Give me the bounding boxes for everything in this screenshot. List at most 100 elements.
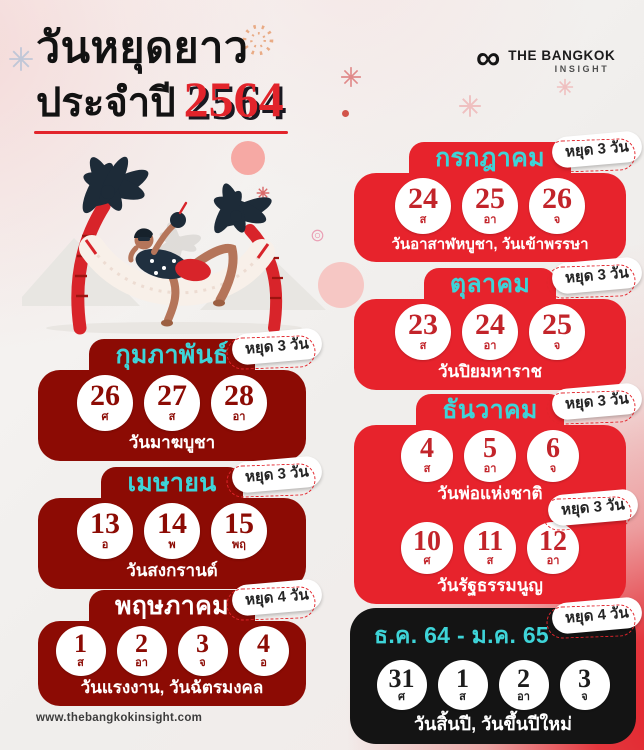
date-circle: 27 ส xyxy=(144,374,200,431)
day-abbr: จ xyxy=(581,691,588,704)
badge-label: หยุด 4 วัน xyxy=(564,604,630,627)
date-number: 1 xyxy=(456,663,469,693)
date-number: 15 xyxy=(224,507,254,541)
badge-label: หยุด 4 วัน xyxy=(244,586,310,609)
day-abbr: ส xyxy=(168,410,176,423)
holiday-caption: วันมาฆบูชา xyxy=(128,432,216,452)
pink-blob-decoration xyxy=(318,262,364,308)
date-number: 25 xyxy=(475,182,505,216)
date-number: 31 xyxy=(388,663,415,693)
day-abbr: อา xyxy=(483,339,497,352)
badge-label: หยุด 3 วัน xyxy=(564,390,630,413)
date-circle: 5 อา xyxy=(464,429,516,482)
day-abbr: ส xyxy=(419,339,427,352)
date-number: 23 xyxy=(408,308,438,342)
holiday-caption: วันพ่อแห่งชาติ xyxy=(437,483,543,503)
holiday-count-badge: หยุด 3 วัน xyxy=(551,382,644,421)
month-name: กุมภาพันธ์ xyxy=(115,341,229,369)
month-name: กรกฎาคม xyxy=(435,144,545,172)
day-abbr: ส xyxy=(459,691,466,704)
badge-label: หยุด 3 วัน xyxy=(244,463,310,486)
badge-label: หยุด 3 วัน xyxy=(564,264,630,287)
date-number: 3 xyxy=(578,663,591,693)
date-circle: 24 ส xyxy=(395,177,451,234)
date-circle: 23 ส xyxy=(395,303,451,360)
month-name: ตุลาคม xyxy=(449,270,531,298)
date-number: 4 xyxy=(257,629,270,659)
day-abbr: อ xyxy=(101,538,109,551)
day-abbr: อา xyxy=(135,656,148,669)
date-number: 12 xyxy=(539,525,567,557)
date-number: 28 xyxy=(224,379,254,413)
date-number: 24 xyxy=(475,308,505,342)
holiday-count-badge: หยุด 3 วัน xyxy=(547,488,640,527)
date-circle: 14 พ xyxy=(144,502,200,559)
sparkle-icon xyxy=(9,47,33,71)
date-circle: 31 ศ xyxy=(376,660,427,710)
sparkle-icon xyxy=(459,95,481,117)
day-abbr: อ xyxy=(260,656,267,669)
card-july: หยุด 3 วัน กรกฎาคม 24 ส 25 อา 26 จ วันอาสาฬ… xyxy=(354,130,644,262)
holiday-count-badge: หยุด 3 วัน xyxy=(551,256,644,295)
date-number: 25 xyxy=(542,308,572,342)
day-abbr: ศ xyxy=(398,691,405,704)
date-circle: 26 ศ xyxy=(77,374,133,431)
day-abbr: อา xyxy=(546,555,560,568)
month-title-newyear: ธ.ค. 64 - ม.ค. 65 xyxy=(374,622,550,648)
day-abbr: ศ xyxy=(423,555,431,568)
date-circle: 10 ศ xyxy=(401,521,453,574)
date-circle: 2 อา xyxy=(498,660,549,710)
sparkle-icon xyxy=(556,78,574,96)
date-circle: 25 จ xyxy=(529,303,585,360)
date-number: 26 xyxy=(542,182,572,216)
date-number: 1 xyxy=(74,629,87,659)
date-number: 2 xyxy=(135,629,148,659)
date-number: 24 xyxy=(408,182,438,216)
date-circle: 25 อา xyxy=(462,177,518,234)
date-circle: 12 อา xyxy=(527,521,579,574)
holiday-caption: วันปิยมหาราช xyxy=(437,361,543,381)
holiday-caption: วันรัฐธรรมนูญ xyxy=(437,575,543,595)
day-abbr: จ xyxy=(553,339,561,352)
holiday-count-badge: หยุด 3 วัน xyxy=(231,327,324,366)
date-circle: 28 อา xyxy=(211,374,267,431)
dot-decoration xyxy=(342,110,349,117)
holiday-caption: วันอาสาฬหบูชา, วันเข้าพรรษา xyxy=(391,235,589,253)
logo-name: THE BANGKOK xyxy=(508,48,616,63)
date-circle: 26 จ xyxy=(529,177,585,234)
holiday-caption: วันสงกรานต์ xyxy=(126,560,218,580)
card-october: หยุด 3 วัน ตุลาคม 23 ส 24 อา 25 จ วันปิยมหา… xyxy=(354,256,644,390)
date-circle: 13 อ xyxy=(77,502,133,559)
date-number: 14 xyxy=(157,507,187,541)
date-number: 4 xyxy=(420,433,434,465)
day-abbr: อา xyxy=(517,691,530,704)
card-february: หยุด 3 วัน กุมภาพันธ์ 26 ศ 27 ส 28 อา วันมา… xyxy=(38,327,324,461)
badge-label: หยุด 3 วัน xyxy=(560,496,626,519)
date-number: 10 xyxy=(413,525,441,557)
day-abbr: อา xyxy=(483,213,497,226)
website-url: www.thebangkokinsight.com xyxy=(36,712,203,724)
holiday-count-badge: หยุด 4 วัน xyxy=(551,596,644,635)
day-abbr: อา xyxy=(483,462,497,475)
logo-infinity-icon: ∞ xyxy=(476,39,501,77)
date-number: 13 xyxy=(90,507,120,541)
day-abbr: อา xyxy=(232,410,246,423)
day-abbr: จ xyxy=(199,656,206,669)
day-abbr: ส xyxy=(419,213,427,226)
day-abbr: จ xyxy=(549,462,557,475)
logo-subtitle: INSIGHT xyxy=(554,64,610,74)
date-circle: 15 พฤ xyxy=(211,502,267,559)
holiday-count-badge: หยุด 3 วัน xyxy=(551,130,644,169)
